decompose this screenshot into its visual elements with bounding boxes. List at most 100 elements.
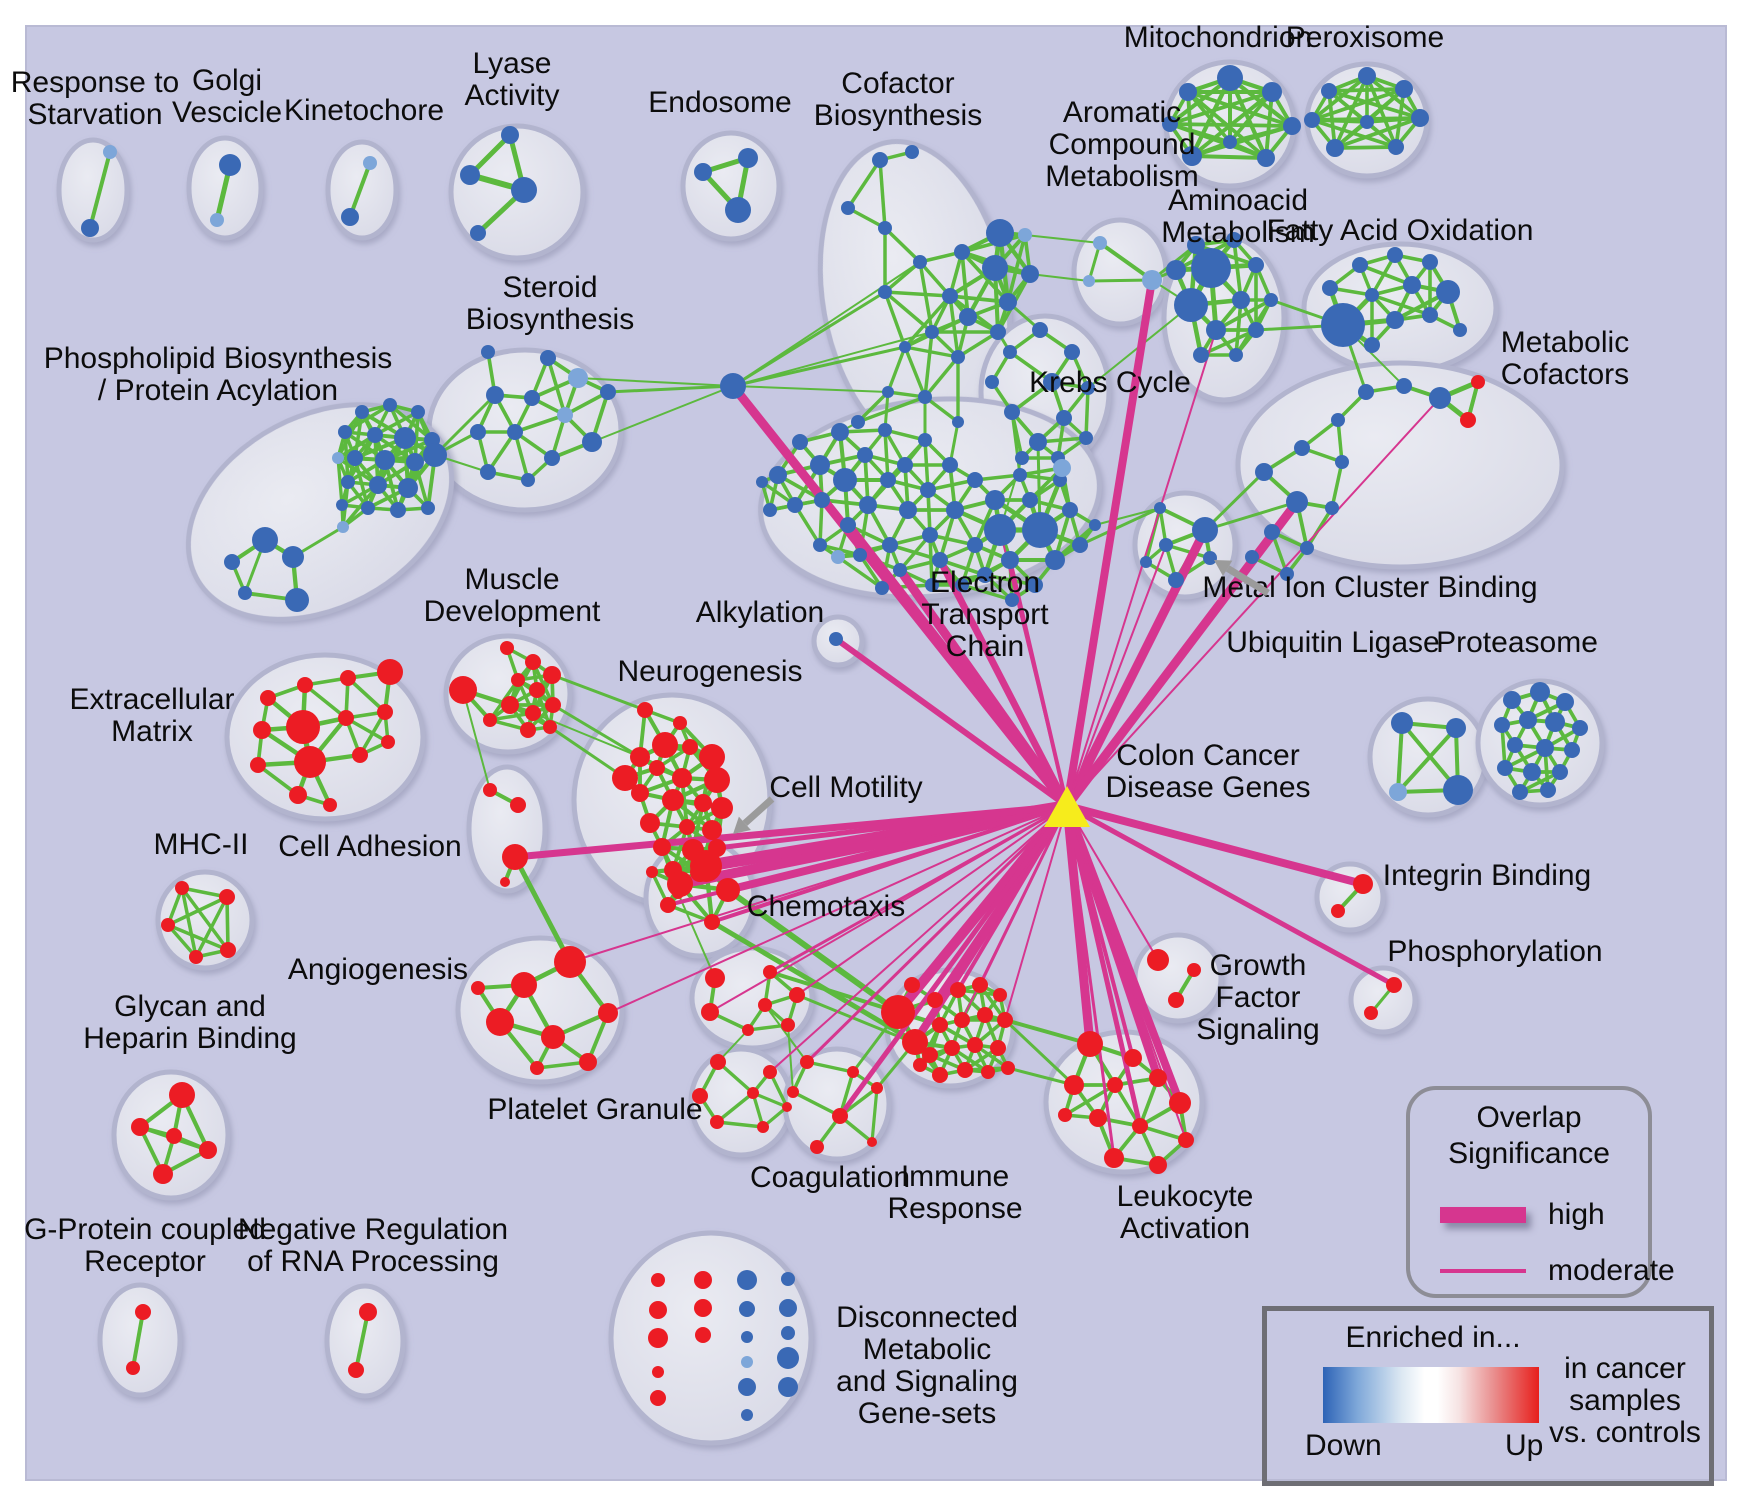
leukocyte-activation-node (1058, 1108, 1072, 1122)
leukocyte-activation-node (1169, 1092, 1191, 1114)
cofactor-biosynthesis-node (959, 308, 977, 326)
proteasome-node (1503, 691, 1521, 709)
endosome-label-line: Endosome (648, 86, 791, 119)
mhc-ii-label-line: MHC-II (154, 828, 249, 861)
immune-response-node (1001, 1061, 1015, 1075)
high-significance-swatch (1440, 1207, 1526, 1223)
g-protein-coupled-receptor-label: G-Protein coupled Receptor (24, 1213, 266, 1278)
extracellular-matrix-node (260, 690, 276, 706)
inter-cluster-edge (1094, 507, 1161, 526)
metabolic-cofactors-node (1264, 524, 1280, 540)
neurogenesis-node (637, 702, 653, 718)
metal-ion-cluster-binding-node (1140, 556, 1152, 568)
steroid-biosynthesis-node (470, 424, 486, 440)
lyase-activity-node (470, 225, 486, 241)
enriched-in-legend: Enriched in... Down Up in cancer samples… (1262, 1306, 1714, 1486)
proteasome-label-line: Proteasome (1436, 626, 1598, 659)
electron-transport-chain-node (985, 490, 1005, 510)
aromatic-compound-metabolism-label-line: Compound (1049, 128, 1196, 161)
cell-adhesion-node (510, 797, 526, 813)
endosome-node (725, 197, 751, 223)
layer-arrows (733, 560, 1270, 834)
golgi-vescicle-label-line: Golgi (192, 64, 262, 97)
proteasome-node (1519, 711, 1537, 729)
growth-factor-signaling-label: Growth Factor Signaling (1196, 949, 1319, 1046)
immune-response-node (902, 1029, 928, 1055)
peroxisome-edge (1328, 87, 1405, 93)
glycan-heparin-binding-label: Glycan and Heparin Binding (83, 990, 296, 1055)
electron-transport-chain-node (1013, 468, 1027, 482)
phospholipid-biosynthesis-node (282, 546, 304, 568)
cell-motility-node (667, 871, 693, 897)
cofactor-biosynthesis-node (925, 325, 939, 339)
phospholipid-biosynthesis-label-line: / Protein Acylation (98, 374, 338, 407)
g-protein-coupled-receptor-node (126, 1361, 140, 1375)
cell-motility-label: Cell Motility (769, 771, 922, 804)
cofactor-biosynthesis-node (999, 293, 1017, 311)
electron-transport-chain-label-line: Transport (921, 598, 1049, 631)
fatty-acid-oxidation-node (1436, 280, 1460, 304)
g-protein-coupled-receptor-label-line: G-Protein coupled (24, 1213, 266, 1246)
response-to-starvation-ellipse (56, 137, 130, 243)
ubiquitin-ligase-label: Ubiquitin Ligase (1226, 626, 1439, 659)
ubiquitin-ligase-edge (1396, 722, 1404, 793)
krebs-cycle-node (1032, 322, 1048, 338)
growth-factor-signaling-node (1187, 963, 1201, 977)
electron-transport-chain-node (1089, 519, 1101, 531)
endosome-node (694, 163, 712, 181)
disconnected-gene-sets-ellipse (608, 1230, 814, 1446)
peroxisome-node (1388, 139, 1404, 155)
immune-response-node (913, 1058, 927, 1072)
overlap-high-row: high (1440, 1198, 1605, 1232)
electron-transport-chain-node (787, 497, 803, 513)
cofactor-biosynthesis-edge (903, 294, 952, 349)
electron-transport-chain-node (932, 552, 948, 568)
aminoacid-metabolism-label-line: Aminoacid (1168, 184, 1308, 217)
mitochondrion-node (1257, 149, 1275, 167)
extracellular-matrix-node (294, 746, 326, 778)
electron-transport-chain-node (792, 434, 808, 450)
krebs-cycle-node (1056, 410, 1072, 426)
cofactor-biosynthesis-node (899, 341, 911, 353)
inter-cluster-edge (512, 855, 573, 964)
disconnected-gene-sets-node (648, 1328, 668, 1348)
cofactor-biosynthesis-edge (904, 345, 959, 359)
cell-adhesion-label: Cell Adhesion (278, 830, 461, 863)
cofactor-biosynthesis-node (982, 255, 1008, 281)
enrichment-gradient-bar (1323, 1367, 1539, 1423)
inter-cluster-edge (732, 261, 921, 387)
electron-transport-chain-node (1022, 512, 1058, 548)
electron-transport-chain-node (763, 503, 777, 517)
kinetochore-label: Kinetochore (284, 94, 444, 127)
electron-transport-chain-node (813, 538, 827, 552)
aromatic-compound-metabolism-node (1142, 270, 1162, 290)
muscle-development-node (543, 666, 561, 684)
mhc-ii-node (161, 918, 175, 932)
electron-transport-chain-node (920, 482, 936, 498)
muscle-development-node (545, 697, 561, 713)
metal-ion-cluster-binding-edge (1165, 543, 1211, 560)
muscle-development-node (543, 720, 557, 734)
muscle-development-label-line: Muscle (464, 563, 559, 596)
platelet-granule-edge (752, 1091, 788, 1109)
electron-transport-chain-node (984, 514, 1016, 546)
layer-hub (1044, 786, 1090, 827)
inter-cluster-edge (607, 384, 734, 394)
neurogenesis-label-line: Neurogenesis (617, 655, 802, 688)
electron-transport-chain-node (853, 548, 867, 562)
phospholipid-biosynthesis-node (369, 476, 387, 494)
immune-response-node (957, 1062, 973, 1078)
angiogenesis-node (486, 1008, 514, 1036)
fatty-acid-oxidation-node (1453, 323, 1467, 337)
proteasome-node (1552, 764, 1568, 780)
negative-regulation-rna-label-line: of RNA Processing (247, 1245, 499, 1278)
angiogenesis-node (471, 981, 485, 995)
electron-transport-chain-node (1072, 537, 1088, 553)
metabolic-cofactors-edge (1336, 419, 1344, 463)
cofactor-biosynthesis-node (952, 416, 964, 428)
coagulation-node (832, 1108, 848, 1124)
fatty-acid-oxidation-node (1321, 303, 1365, 347)
metabolic-cofactors-node (1331, 413, 1345, 427)
overlap-significance-legend: Overlap Significance high moderate (1406, 1086, 1675, 1298)
proteasome-node (1523, 763, 1541, 781)
